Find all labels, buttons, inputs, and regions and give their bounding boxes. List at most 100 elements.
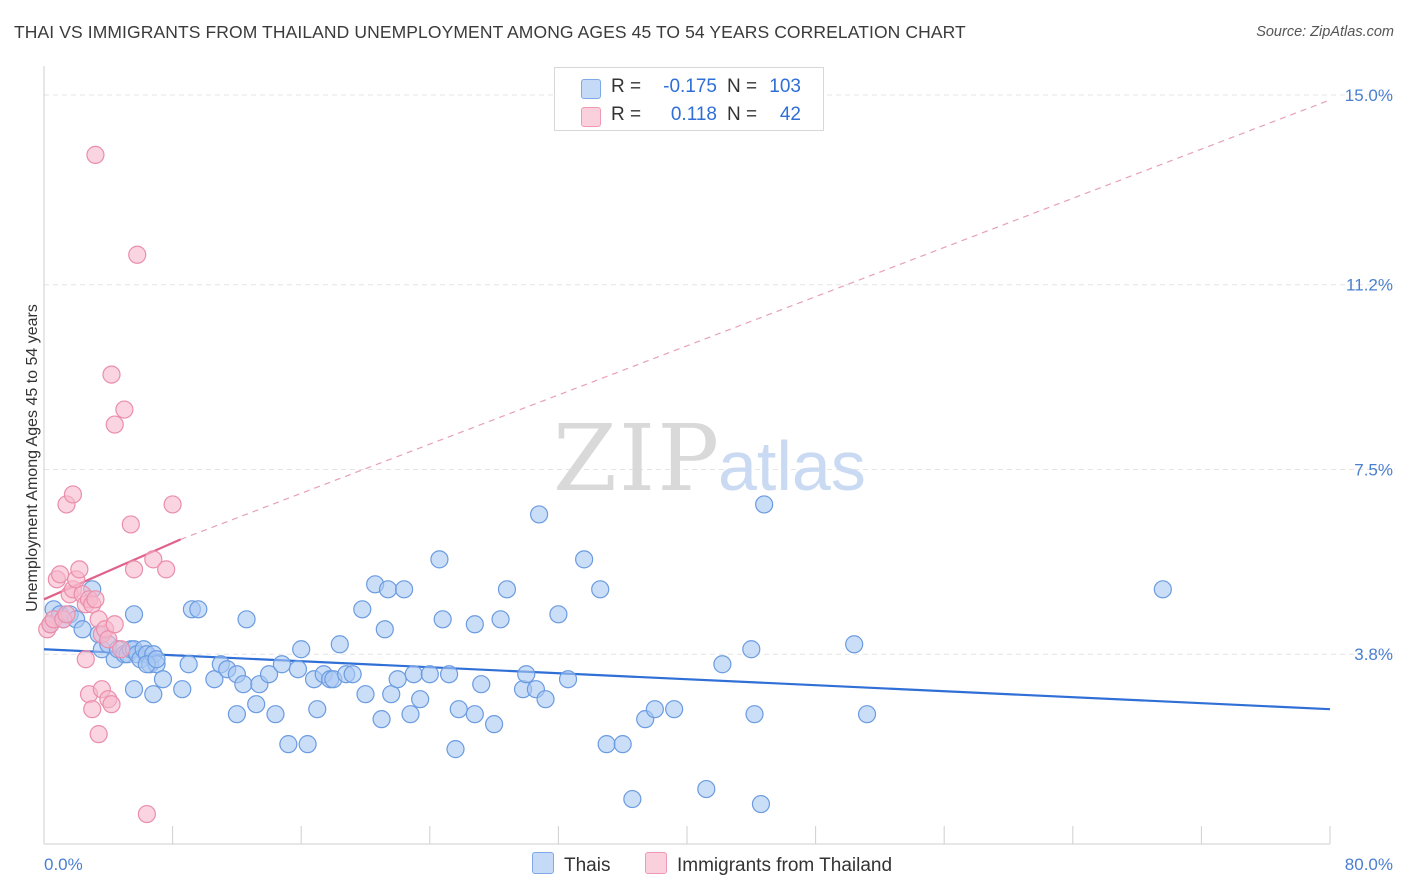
trend-extension-1 [180, 99, 1331, 540]
immigrant-point [163, 495, 182, 514]
immigrant-point [63, 485, 83, 504]
immigrant-point [86, 590, 105, 609]
immigrant-point [50, 565, 70, 584]
thai-point [372, 710, 391, 729]
x-tick-label: 0.0% [44, 855, 83, 874]
bottom-legend-swatch-immigrants [645, 852, 667, 874]
thai-point [591, 580, 610, 599]
immigrant-point [144, 550, 163, 569]
thai-point [742, 640, 761, 659]
thai-point [558, 670, 578, 689]
thai-point [446, 740, 465, 759]
immigrant-point [157, 560, 176, 579]
immigrant-point [99, 630, 118, 649]
thai-point [330, 635, 349, 654]
thai-point [179, 655, 198, 674]
thai-point [751, 794, 771, 814]
watermark-zip: ZIP [553, 405, 721, 512]
legend-swatch-immigrants [581, 107, 601, 127]
thai-point [298, 735, 317, 754]
y-tick-label: 15.0% [1345, 86, 1393, 105]
thai-point [259, 665, 279, 684]
legend-n-label: N = [727, 76, 758, 97]
thai-point [388, 670, 407, 689]
immigrant-point [102, 695, 121, 714]
thai-point [491, 610, 510, 629]
legend-r-value: 0.118 [670, 104, 717, 125]
immigrant-point [137, 804, 156, 824]
thai-point [279, 735, 298, 754]
thai-point [433, 610, 452, 629]
legend-r-label: R = [611, 104, 642, 125]
legend-row-thais: R = -0.175 N = 103 [555, 73, 823, 101]
thai-point [292, 640, 311, 659]
immigrant-point [115, 400, 134, 419]
immigrant-point [112, 640, 131, 659]
watermark-atlas: atlas [718, 427, 866, 505]
thai-point [623, 789, 642, 809]
thai-point [353, 600, 372, 619]
thai-point [237, 610, 256, 629]
chart-title: THAI VS IMMIGRANTS FROM THAILAND UNEMPLO… [14, 22, 966, 42]
bottom-legend-label-immigrants: Immigrants from Thailand [677, 855, 893, 876]
thai-point [665, 700, 684, 719]
y-axis-label: Unemployment Among Ages 45 to 54 years [24, 304, 41, 612]
legend-r-value: -0.175 [663, 76, 717, 97]
thai-point [697, 779, 716, 799]
immigrant-point [70, 560, 89, 579]
thai-point [378, 580, 398, 599]
immigrant-point [83, 700, 102, 719]
thai-point [530, 505, 549, 524]
data-points [38, 145, 1172, 824]
thai-point [713, 655, 732, 674]
immigrant-point [105, 415, 124, 434]
bottom-legend-immigrants: Immigrants from Thailand [645, 852, 892, 877]
thai-point [420, 665, 439, 684]
thai-point [227, 705, 246, 724]
thai-point [375, 620, 394, 639]
thai-point [465, 615, 484, 634]
thai-point [288, 660, 308, 679]
thai-point [613, 735, 632, 754]
axes [43, 66, 1331, 845]
thai-point [173, 680, 192, 699]
thai-point [153, 670, 173, 689]
y-tick-label: 7.5% [1354, 460, 1393, 479]
thai-point [382, 685, 401, 704]
legend-row-immigrants: R = 0.118 N = 42 [555, 101, 823, 129]
thai-point [857, 705, 877, 724]
thai-point [597, 735, 616, 754]
thai-point [124, 680, 144, 699]
immigrant-point [57, 605, 76, 624]
legend-swatch-thais [581, 79, 601, 99]
x-tick-label: 80.0% [1345, 855, 1393, 874]
watermark: ZIP atlas [553, 405, 866, 512]
thai-point [394, 580, 414, 599]
thai-point [575, 550, 594, 569]
thai-point [234, 675, 253, 694]
immigrant-point [128, 245, 147, 264]
thai-point [430, 550, 449, 569]
bottom-legend-swatch-thais [532, 852, 554, 874]
thai-point [308, 700, 327, 719]
thai-point [472, 675, 491, 694]
thai-point [755, 495, 774, 514]
immigrant-point [89, 725, 108, 744]
thai-point [247, 695, 266, 714]
immigrant-point [121, 515, 140, 534]
immigrant-point [76, 650, 95, 669]
legend-n-value: 103 [769, 76, 801, 97]
thai-point [549, 605, 568, 624]
thai-point [147, 650, 166, 669]
thai-point [465, 705, 484, 724]
thai-point [404, 665, 423, 684]
thai-point [845, 635, 864, 654]
legend-n-value: 42 [779, 104, 801, 125]
trend-line-0 [43, 648, 1331, 711]
source-label: Source: ZipAtlas.com [1256, 24, 1394, 40]
tick-labels: 3.8% 7.5% 11.2% 15.0% 0.0% 80.0% [44, 86, 1393, 874]
thai-point [144, 685, 163, 704]
thai-point [205, 670, 224, 689]
immigrant-point [102, 365, 121, 384]
